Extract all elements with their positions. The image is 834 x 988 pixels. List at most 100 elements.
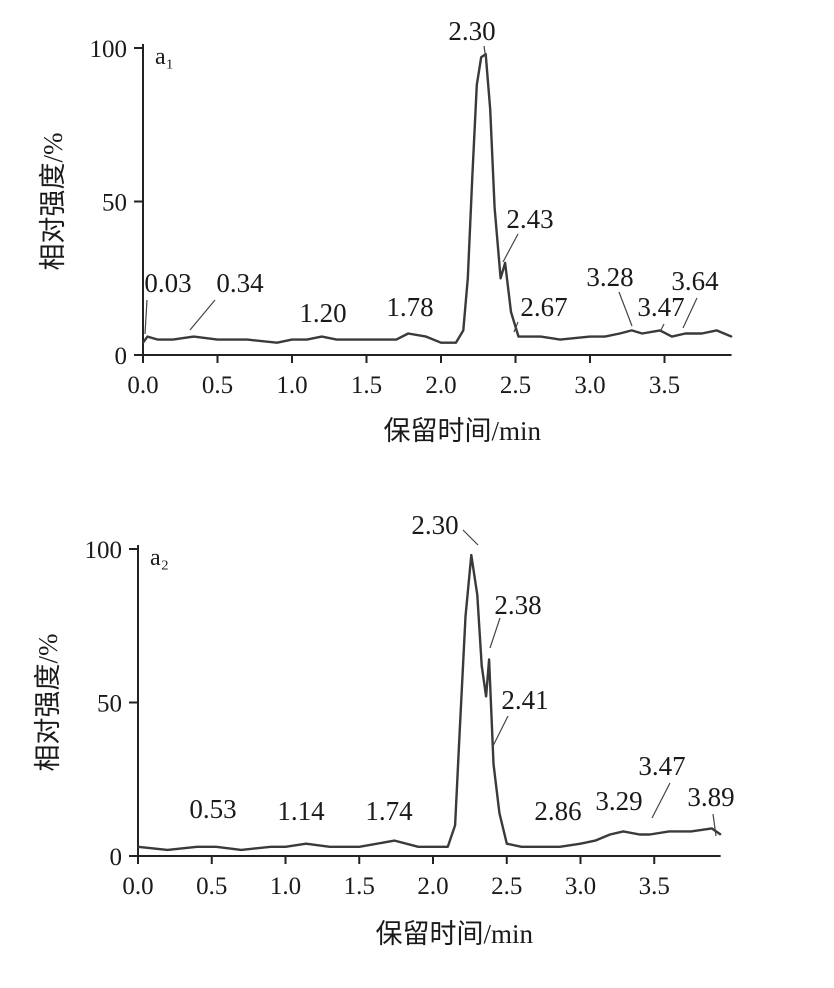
y-tick-label: 100 [90,36,128,63]
x-axis-title: 保留时间/min [384,416,542,446]
data-point [455,341,457,344]
x-tick-label: 2.0 [417,873,448,900]
data-point [464,615,467,618]
data-point [291,338,293,341]
data-point [146,335,149,338]
data-point [137,846,139,848]
data-point [604,335,606,338]
data-point [240,849,243,851]
data-point [684,332,687,335]
peak-leader-line [489,617,501,649]
data-point [701,332,703,335]
peak-leader-line [659,323,665,333]
x-tick-label: 3.5 [649,372,680,399]
data-point [493,206,496,209]
data-point [489,108,492,111]
data-point [246,338,249,341]
peak-label: 3.47 [637,292,684,322]
data-point [499,277,502,280]
peak-leader-line [492,715,509,747]
data-point [488,658,490,661]
data-point [393,839,396,842]
data-point [329,846,331,848]
chart-panel-2: 0 50 100 0.0 0.5 1.0 1.5 2.0 2.5 3.0 3.5 保留时间/min 相对… [33,510,735,949]
panel-label: a₂ [150,545,169,571]
peak-label: 3.28 [586,262,633,292]
data-point [270,846,272,848]
peak-label: 3.64 [671,266,719,296]
peak-leader-line [189,299,216,331]
peak-label: 2.41 [501,685,548,715]
data-point [166,849,169,851]
y-axis-title: 相对强度/% [33,634,63,772]
data-point [559,846,561,848]
data-point [638,833,641,836]
data-point [432,846,434,848]
data-point [711,827,713,830]
data-point [649,833,651,836]
peak-leader-line [682,297,698,329]
data-point [454,824,456,827]
data-point [417,846,420,848]
peak-label: 0.53 [189,794,236,824]
data-point [520,846,523,848]
data-point [395,338,398,341]
data-point [471,176,474,178]
peak-leader-line [651,782,671,819]
data-point [579,842,582,845]
peak-label: 1.14 [277,796,325,826]
data-point [476,84,478,86]
data-point [306,338,308,341]
peak-leader-line [618,291,633,327]
peak-label: 3.89 [687,782,734,812]
x-tick-label: 1.5 [351,372,382,399]
data-point [467,277,469,280]
data-point [458,732,461,734]
data-point [641,332,643,335]
data-point [485,695,487,698]
data-point [668,830,670,833]
x-tick-label: 1.0 [270,873,301,900]
peak-label: 2.30 [411,510,458,540]
peak-leader-line [462,529,479,546]
chart-panel-1: 0 50 100 0.0 0.5 1.0 1.5 2.0 2.5 3.0 3.5 保留时间/min 相对… [38,16,733,446]
data-point [470,554,473,556]
data-point [196,846,198,848]
x-tick-label: 3.0 [565,873,596,900]
data-point [440,341,442,344]
data-point [215,846,217,848]
peak-label: 2.38 [494,590,541,620]
peak-leader-line [712,813,717,837]
data-point [506,842,508,845]
peak-label: 0.34 [216,268,264,298]
data-point [192,335,195,338]
data-point [498,812,501,814]
data-point [305,842,307,845]
data-point [609,833,611,836]
data-point [407,332,410,335]
data-point [630,329,633,332]
data-point [594,839,597,842]
peak-label: 1.20 [299,298,346,328]
data-point [559,338,561,341]
peak-label: 2.67 [520,292,567,322]
x-tick-label: 3.5 [639,873,670,900]
chromatogram-trace [137,553,722,852]
peak-leader-line [502,233,519,263]
data-point [462,329,465,332]
data-point [550,846,552,848]
data-point [715,329,718,332]
data-point [480,664,483,667]
data-point [476,594,479,596]
data-point [622,830,625,833]
panel-label: a₁ [155,44,174,70]
peak-label: 3.29 [595,786,642,816]
x-tick-label: 2.0 [425,372,456,399]
peak-leader-line [513,321,519,333]
data-point [730,335,733,338]
y-axis-title: 相对强度/% [38,133,68,271]
data-point [504,262,506,264]
peak-label: 3.47 [638,751,685,781]
data-point [719,833,722,836]
data-point [510,311,512,313]
